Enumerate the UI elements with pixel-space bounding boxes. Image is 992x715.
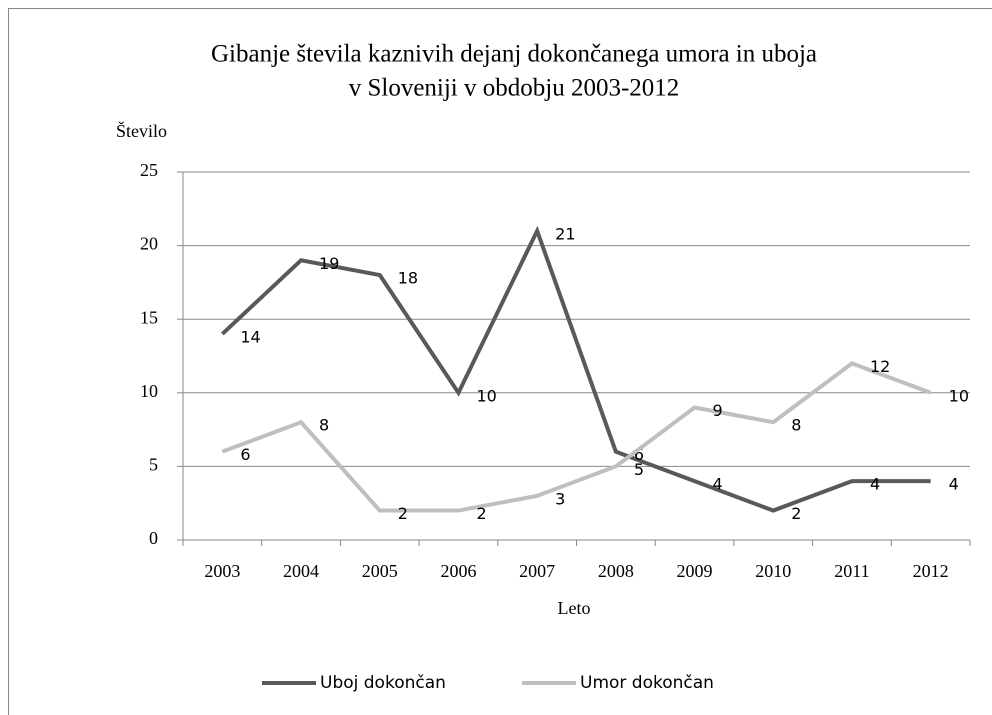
data-label: 2 [476, 504, 486, 523]
x-tick-label: 2009 [677, 561, 713, 581]
data-label: 10 [949, 386, 969, 405]
data-label: 14 [240, 327, 260, 346]
data-label: 8 [319, 416, 329, 435]
y-tick-label: 20 [140, 234, 158, 254]
series-line [220, 225, 931, 513]
data-label: 21 [555, 224, 575, 243]
data-label: 18 [398, 269, 418, 288]
chart-title: v Sloveniji v obdobju 2003-2012 [349, 75, 680, 102]
x-tick-label: 2007 [519, 561, 555, 581]
x-tick-label: 2005 [362, 561, 398, 581]
data-label: 6 [634, 445, 644, 464]
x-tick-label: 2011 [834, 561, 869, 581]
y-tick-label: 5 [149, 455, 158, 475]
data-label: 2 [398, 504, 408, 523]
series-line [221, 361, 932, 513]
y-tick-label: 10 [140, 381, 158, 401]
x-tick-label: 2003 [204, 561, 240, 581]
x-tick-label: 2010 [755, 561, 791, 581]
y-tick-label: 0 [149, 528, 158, 548]
legend-label: Uboj dokončan [320, 673, 446, 693]
chart-title: Gibanje števila kaznivih dejanj dokončan… [211, 41, 817, 68]
data-label: 12 [870, 357, 890, 376]
data-label: 8 [791, 416, 801, 435]
data-label: 4 [870, 475, 880, 494]
data-label: 4 [713, 475, 723, 494]
y-tick-label: 25 [140, 160, 158, 180]
y-axis-label: Število [116, 120, 167, 141]
legend-label: Umor dokončan [580, 673, 714, 693]
x-tick-label: 2012 [913, 561, 949, 581]
x-tick-label: 2008 [598, 561, 634, 581]
chart-frame [8, 8, 992, 715]
data-label: 3 [555, 489, 565, 508]
y-tick-label: 15 [140, 307, 158, 327]
x-tick-label: 2004 [283, 561, 319, 581]
data-label: 2 [791, 504, 801, 523]
data-label: 6 [240, 445, 250, 464]
data-label: 5 [634, 460, 644, 479]
data-label: 19 [319, 254, 339, 273]
x-tick-label: 2006 [440, 561, 476, 581]
data-label: 4 [949, 475, 959, 494]
data-label: 10 [476, 386, 496, 405]
data-label: 9 [713, 401, 723, 420]
x-axis-label: Leto [558, 598, 591, 618]
